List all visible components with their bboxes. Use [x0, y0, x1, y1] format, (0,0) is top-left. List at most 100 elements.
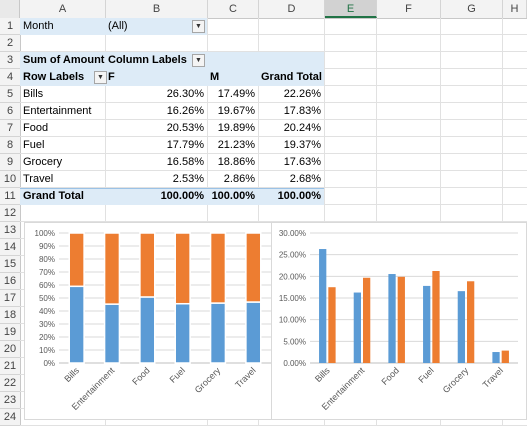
row-header-14[interactable]: 14 [0, 239, 20, 256]
pivot-cell-m: 19.89% [217, 122, 255, 134]
x-tick-label: Travel [233, 365, 258, 390]
bar-m [432, 271, 440, 363]
pivot-cell-m: 18.86% [217, 156, 255, 168]
bar-m [103, 232, 121, 305]
column-labels-dropdown-button[interactable]: ▼ [192, 54, 205, 67]
pivot-cell-total: 20.24% [283, 122, 321, 134]
y-tick-label: 25.00% [279, 251, 306, 260]
x-tick-label: Fuel [416, 365, 435, 384]
row-header-9[interactable]: 9 [0, 154, 20, 171]
column-header-b[interactable]: B [106, 0, 208, 18]
y-tick-label: 60% [39, 281, 55, 290]
row-header-17[interactable]: 17 [0, 290, 20, 307]
worksheet-grid[interactable]: Month (All) ▼ Sum of Amount Column Label… [20, 18, 527, 426]
pivot-header-band [20, 52, 324, 86]
pivot-cell-total: 22.26% [283, 88, 321, 100]
column-header-g[interactable]: G [441, 0, 503, 18]
column-header-h[interactable]: H [503, 0, 527, 18]
filter-value[interactable]: (All) [108, 20, 128, 32]
column-header-d[interactable]: D [259, 0, 325, 18]
grand-total-f: 100.00% [160, 190, 204, 202]
row-header-23[interactable]: 23 [0, 392, 20, 409]
bar-f [423, 285, 431, 363]
bar-m [397, 276, 405, 363]
column-header-e[interactable]: E [325, 0, 377, 18]
column-header-bar: A B C D E F G H [0, 0, 527, 19]
y-tick-label: 80% [39, 255, 55, 264]
column-header-a[interactable]: A [20, 0, 106, 18]
row-header-6[interactable]: 6 [0, 103, 20, 120]
row-header-5[interactable]: 5 [0, 86, 20, 103]
y-tick-label: 90% [39, 242, 55, 251]
bar-m [363, 277, 371, 363]
row-labels-dropdown-button[interactable]: ▼ [94, 71, 107, 84]
row-header-24[interactable]: 24 [0, 409, 20, 426]
bar-f [103, 303, 121, 364]
pivot-col-header-total: Grand Total [261, 71, 322, 83]
grand-total-m: 100.00% [211, 190, 255, 202]
pivot-cell-total: 17.63% [283, 156, 321, 168]
row-header-18[interactable]: 18 [0, 307, 20, 324]
y-tick-label: 40% [39, 307, 55, 316]
bar-f [388, 274, 396, 363]
row-header-4[interactable]: 4 [0, 69, 20, 86]
pivot-row-label: Travel [23, 173, 54, 185]
pivot-row-label: Grocery [23, 156, 63, 168]
row-labels-label: Row Labels [23, 71, 85, 83]
pivot-cell-f: 16.26% [166, 105, 204, 117]
pivot-cell-m: 19.67% [217, 105, 255, 117]
row-header-22[interactable]: 22 [0, 375, 20, 392]
pivot-cell-f: 20.53% [166, 122, 204, 134]
filter-dropdown-button[interactable]: ▼ [192, 20, 205, 33]
bar-m [467, 281, 475, 363]
chevron-down-icon: ▼ [195, 23, 202, 30]
column-header-c[interactable]: C [208, 0, 259, 18]
row-header-20[interactable]: 20 [0, 341, 20, 358]
row-header-15[interactable]: 15 [0, 256, 20, 273]
y-tick-label: 15.00% [279, 294, 306, 303]
y-tick-label: 30% [39, 320, 55, 329]
x-tick-label: Grocery [441, 365, 471, 395]
stacked-percent-chart-svg: 0%10%20%30%40%50%60%70%80%90%100%BillsEn… [35, 229, 271, 412]
select-all-corner[interactable] [0, 0, 20, 18]
row-header-7[interactable]: 7 [0, 120, 20, 137]
row-header-19[interactable]: 19 [0, 324, 20, 341]
filter-band [20, 18, 207, 35]
row-header-12[interactable]: 12 [0, 205, 20, 222]
pivot-cell-m: 21.23% [217, 139, 255, 151]
y-tick-label: 20% [39, 333, 55, 342]
row-header-11[interactable]: 11 [0, 188, 20, 205]
bar-m [139, 232, 156, 298]
row-header-2[interactable]: 2 [0, 35, 20, 52]
chevron-down-icon: ▼ [97, 74, 104, 81]
y-tick-label: 20.00% [279, 272, 306, 281]
bar-m [501, 350, 509, 363]
bar-f [139, 296, 156, 364]
y-tick-label: 10% [39, 346, 55, 355]
grand-total-total: 100.00% [277, 190, 321, 202]
row-header-16[interactable]: 16 [0, 273, 20, 290]
pivot-row-label: Food [23, 122, 49, 134]
pivot-cell-f: 2.53% [172, 173, 204, 185]
clustered-bar-chart-svg: 0.00% 5.00% 10.00% 15.00% 20.00% 25.00% 30.00%… [279, 229, 518, 412]
clustered-bar-chart[interactable]: 0.00% 5.00% 10.00% 15.00% 20.00% 25.00% 30.00%… [271, 222, 527, 420]
bar-f [319, 249, 327, 363]
bar-f [209, 302, 227, 364]
x-tick-label: Bills [62, 365, 81, 384]
row-header-21[interactable]: 21 [0, 358, 20, 375]
stacked-percent-chart[interactable]: 0% 10% 20% 30% 40% 50% 60% 70% 80% 90% 100% Bills En… [24, 222, 280, 420]
y-tick-label: 0% [43, 359, 55, 368]
column-header-f[interactable]: F [377, 0, 441, 18]
filter-label: Month [23, 20, 54, 32]
row-header-13[interactable]: 13 [0, 222, 20, 239]
bar-f [457, 291, 465, 363]
row-header-3[interactable]: 3 [0, 52, 20, 69]
y-tick-label: 30.00% [279, 229, 306, 238]
pivot-cell-total: 2.68% [289, 173, 321, 185]
row-header-1[interactable]: 1 [0, 18, 20, 35]
row-header-8[interactable]: 8 [0, 137, 20, 154]
row-header-10[interactable]: 10 [0, 171, 20, 188]
bar-m [328, 287, 336, 363]
x-tick-label: Food [130, 365, 152, 387]
pivot-cell-m: 2.86% [223, 173, 255, 185]
